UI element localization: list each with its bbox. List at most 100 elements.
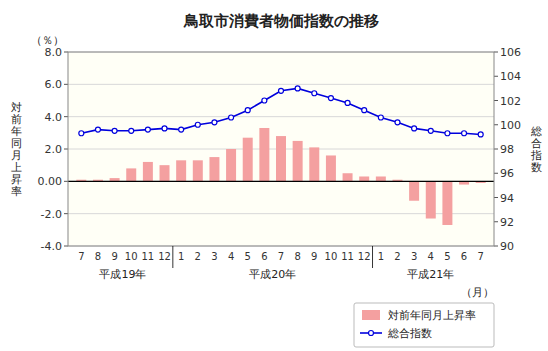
line-marker xyxy=(162,126,167,131)
bar xyxy=(176,160,186,181)
y2-tick xyxy=(494,100,498,101)
line-marker xyxy=(395,120,400,125)
bar xyxy=(359,176,369,181)
x-tick-label: 3 xyxy=(211,251,217,262)
group-label: 平成20年 xyxy=(249,268,296,281)
y-tick-label: 0.00 xyxy=(38,175,63,188)
x-tick-label: 3 xyxy=(411,251,417,262)
y-tick xyxy=(64,84,68,85)
legend-box xyxy=(354,303,494,347)
line-marker xyxy=(295,86,300,91)
x-tick-label: 11 xyxy=(142,251,155,262)
title: 鳥取市消費者物価指数の推移 xyxy=(183,12,379,30)
grid-line xyxy=(68,84,494,85)
y2-tick-label: 100 xyxy=(500,119,521,132)
y2-tick xyxy=(494,221,498,222)
line xyxy=(81,88,480,134)
group-label: 平成21年 xyxy=(407,268,454,281)
marks xyxy=(68,86,494,225)
y2-tick xyxy=(494,173,498,174)
x-tick-label: 6 xyxy=(261,251,267,262)
x-tick-label: 5 xyxy=(245,251,251,262)
x-tick-label: 8 xyxy=(294,251,300,262)
y-tick xyxy=(64,52,68,53)
y-unit-label: （％） xyxy=(31,34,64,47)
x-tick-label: 4 xyxy=(228,251,234,262)
line-marker xyxy=(195,122,200,127)
line-marker xyxy=(129,128,134,133)
x-tick-label: 4 xyxy=(428,251,434,262)
x-tick-label: 7 xyxy=(278,251,284,262)
bar xyxy=(442,181,452,225)
line-marker xyxy=(262,98,267,103)
y2-tick-label: 96 xyxy=(500,167,514,180)
y2-axis-label-char: 数 xyxy=(531,161,542,174)
y-tick-label: -4.0 xyxy=(41,240,62,253)
x-tick-label: 7 xyxy=(78,251,84,262)
line-marker xyxy=(312,91,317,96)
grid-line xyxy=(68,116,494,117)
group-separator xyxy=(172,246,173,268)
x-tick-label: 10 xyxy=(125,251,138,262)
legend-marker xyxy=(369,331,374,336)
y2-tick xyxy=(494,52,498,53)
x-tick-label: 1 xyxy=(378,251,384,262)
y-tick xyxy=(64,213,68,214)
y-tick xyxy=(64,116,68,117)
chart: 鳥取市消費者物価指数の推移-4.0-2.00.002.04.06.08.0909… xyxy=(0,0,548,351)
bar xyxy=(309,147,319,181)
bar xyxy=(209,157,219,181)
bar xyxy=(293,141,303,181)
y2-tick-label: 106 xyxy=(500,46,521,59)
y-tick xyxy=(64,246,68,247)
x-tick-label: 9 xyxy=(111,251,117,262)
bar xyxy=(126,168,136,181)
legend-label: 総合指数 xyxy=(387,327,432,340)
line-marker xyxy=(362,108,367,113)
x-tick-label: 11 xyxy=(341,251,354,262)
y2-axis-label: 総合指数 xyxy=(530,125,542,174)
y2-tick-label: 94 xyxy=(500,192,514,205)
frame xyxy=(68,52,494,246)
y-tick-label: -2.0 xyxy=(41,208,62,221)
line-marker xyxy=(445,131,450,136)
y2-tick-label: 102 xyxy=(500,95,521,108)
x-tick-label: 5 xyxy=(444,251,450,262)
group-label: 平成19年 xyxy=(99,268,146,281)
line-marker xyxy=(428,128,433,133)
y-tick-label: 8.0 xyxy=(45,46,63,59)
x-tick-label: 12 xyxy=(358,251,371,262)
x-tick-label: 10 xyxy=(325,251,338,262)
line-marker xyxy=(412,126,417,131)
line-marker xyxy=(179,127,184,132)
bar xyxy=(276,136,286,181)
grid-line xyxy=(68,181,494,182)
line-marker xyxy=(478,132,483,137)
bar xyxy=(193,160,203,181)
x-axis-label: （月） xyxy=(461,286,494,299)
bar xyxy=(226,149,236,181)
y-axis-label-char: 率 xyxy=(11,185,22,198)
line-marker xyxy=(245,108,250,113)
line-marker xyxy=(345,100,350,105)
y-tick xyxy=(64,181,68,182)
y2-tick-label: 90 xyxy=(500,240,514,253)
plot-area xyxy=(68,52,494,246)
y2-tick-label: 92 xyxy=(500,216,514,229)
legend-swatch xyxy=(362,310,380,320)
y2-tick xyxy=(494,124,498,125)
x-tick-label: 9 xyxy=(311,251,317,262)
bar xyxy=(243,138,253,182)
x-tick-label: 1 xyxy=(178,251,184,262)
y2-tick xyxy=(494,76,498,77)
y2-tick xyxy=(494,246,498,247)
y-tick-label: 2.0 xyxy=(45,143,63,156)
y2-tick-label: 98 xyxy=(500,143,514,156)
bar xyxy=(160,165,170,181)
bar xyxy=(426,181,436,218)
line-marker xyxy=(229,115,234,120)
x-tick-label: 2 xyxy=(195,251,201,262)
line-marker xyxy=(462,131,467,136)
group-separator xyxy=(372,246,373,268)
y2-tick xyxy=(494,149,498,150)
